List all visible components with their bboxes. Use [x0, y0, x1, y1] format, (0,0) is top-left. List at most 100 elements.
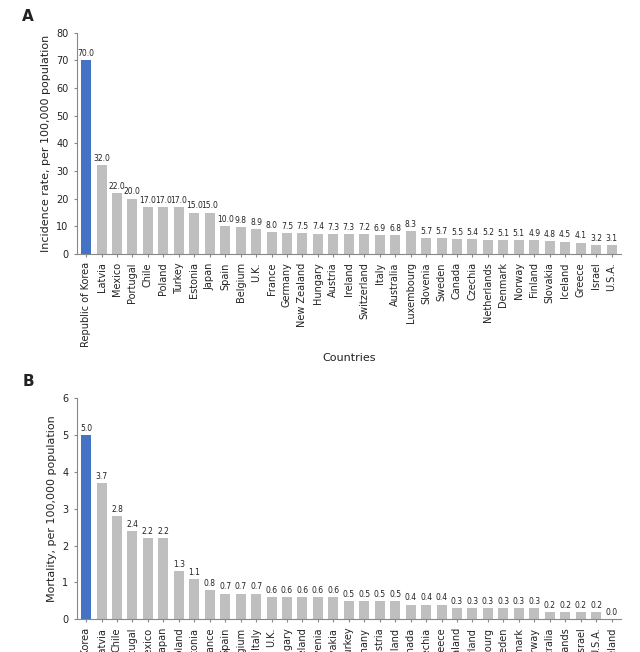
Bar	[205, 590, 215, 619]
Text: 7.5: 7.5	[281, 222, 293, 231]
Bar	[436, 604, 447, 619]
Text: 8.9: 8.9	[250, 218, 262, 227]
Text: 0.3: 0.3	[467, 597, 479, 606]
Bar	[467, 239, 477, 254]
Bar	[127, 199, 138, 254]
Text: 5.1: 5.1	[497, 229, 509, 238]
Text: 2.8: 2.8	[111, 505, 123, 514]
Bar	[436, 238, 447, 254]
Text: 0.5: 0.5	[343, 589, 355, 599]
Bar	[591, 245, 601, 254]
Text: 70.0: 70.0	[77, 49, 95, 58]
Text: 7.4: 7.4	[312, 222, 324, 231]
Text: 8.3: 8.3	[404, 220, 417, 229]
Bar	[529, 241, 540, 254]
Text: 0.7: 0.7	[219, 582, 231, 591]
Bar	[499, 240, 508, 254]
Text: 22.0: 22.0	[109, 182, 125, 191]
Bar	[483, 240, 493, 254]
Text: 0.3: 0.3	[528, 597, 540, 606]
Text: 1.3: 1.3	[173, 560, 185, 569]
Bar	[236, 593, 246, 619]
Bar	[97, 483, 106, 619]
Bar	[81, 435, 91, 619]
Bar	[298, 233, 307, 254]
Text: 4.5: 4.5	[559, 230, 572, 239]
Bar	[266, 597, 276, 619]
Bar	[374, 601, 385, 619]
Text: 4.9: 4.9	[528, 230, 540, 238]
Bar	[452, 239, 462, 254]
Bar	[143, 538, 153, 619]
Text: B: B	[22, 374, 34, 389]
Text: 9.8: 9.8	[235, 216, 246, 225]
Bar	[251, 593, 261, 619]
Bar	[97, 166, 106, 254]
Bar	[112, 193, 122, 254]
Bar	[205, 213, 215, 254]
Bar	[575, 612, 586, 619]
Bar	[112, 516, 122, 619]
Text: 20.0: 20.0	[124, 188, 141, 196]
Text: 0.3: 0.3	[513, 597, 525, 606]
Text: 5.7: 5.7	[435, 227, 447, 236]
Text: A: A	[22, 8, 34, 23]
Bar	[390, 235, 400, 254]
Text: 3.2: 3.2	[590, 234, 602, 243]
Text: 0.3: 0.3	[497, 597, 509, 606]
Bar	[359, 234, 369, 254]
Text: 0.8: 0.8	[204, 579, 216, 587]
Bar	[607, 245, 616, 254]
Text: 0.7: 0.7	[234, 582, 246, 591]
Bar	[220, 226, 230, 254]
Text: 6.9: 6.9	[374, 224, 386, 233]
Bar	[499, 608, 508, 619]
Bar	[421, 238, 431, 254]
Text: 0.3: 0.3	[451, 597, 463, 606]
Text: 2.2: 2.2	[142, 527, 154, 536]
Text: 7.2: 7.2	[358, 223, 371, 232]
Bar	[452, 608, 462, 619]
Bar	[344, 234, 354, 254]
Text: 3.1: 3.1	[605, 234, 618, 243]
Bar	[189, 213, 199, 254]
Bar	[282, 233, 292, 254]
Bar	[266, 232, 276, 254]
Bar	[421, 604, 431, 619]
Text: 8.0: 8.0	[266, 220, 278, 230]
Bar	[344, 601, 354, 619]
Text: 0.2: 0.2	[590, 600, 602, 610]
Bar	[575, 243, 586, 254]
Bar	[328, 597, 339, 619]
Bar	[143, 207, 153, 254]
Text: 17.0: 17.0	[140, 196, 156, 205]
Bar	[174, 207, 184, 254]
Text: 7.3: 7.3	[327, 222, 339, 231]
Text: 0.5: 0.5	[389, 589, 401, 599]
Text: 0.4: 0.4	[435, 593, 447, 602]
Text: 2.4: 2.4	[127, 520, 138, 529]
Bar	[560, 242, 570, 254]
Bar	[251, 230, 261, 254]
Text: 1.1: 1.1	[188, 568, 200, 576]
Bar	[220, 593, 230, 619]
Bar	[591, 612, 601, 619]
Bar	[174, 571, 184, 619]
Bar	[328, 234, 339, 254]
Bar	[406, 231, 415, 254]
Text: 5.4: 5.4	[467, 228, 479, 237]
Text: 0.6: 0.6	[327, 586, 339, 595]
Text: 0.4: 0.4	[404, 593, 417, 602]
Text: 5.0: 5.0	[80, 424, 92, 433]
Bar	[514, 240, 524, 254]
Bar	[158, 207, 168, 254]
Text: 0.5: 0.5	[358, 589, 371, 599]
Bar	[189, 579, 199, 619]
Text: 0.2: 0.2	[559, 600, 571, 610]
Text: 2.2: 2.2	[157, 527, 170, 536]
Bar	[236, 227, 246, 254]
Bar	[560, 612, 570, 619]
Text: 0.4: 0.4	[420, 593, 432, 602]
Text: 7.3: 7.3	[343, 222, 355, 231]
Text: 4.1: 4.1	[575, 231, 587, 241]
